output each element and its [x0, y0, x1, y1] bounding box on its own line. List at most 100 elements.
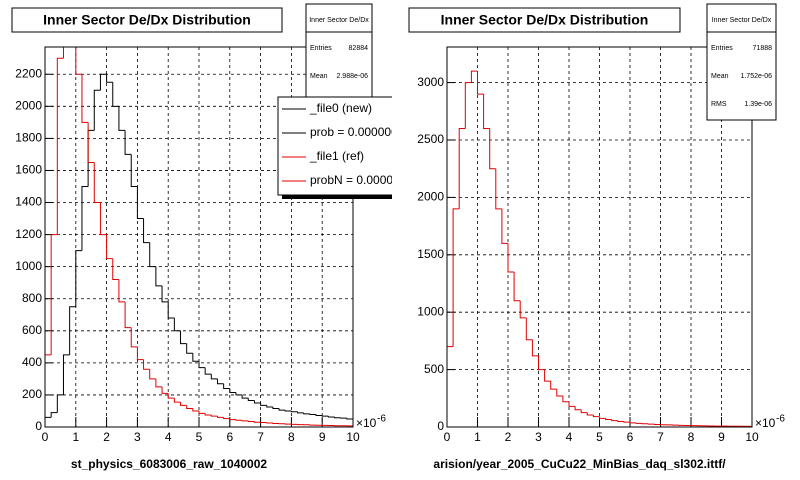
histogram-bin — [513, 272, 521, 302]
histogram-bin — [568, 401, 576, 407]
histogram-bin — [278, 408, 286, 411]
histogram-bin — [611, 419, 618, 422]
histogram-bin — [93, 89, 101, 131]
y-tick-label: 200 — [22, 387, 42, 401]
plot-frame — [446, 46, 753, 428]
histogram-bin — [327, 416, 335, 418]
legend-label: prob = 0.000000 — [310, 125, 398, 139]
y-tick-label: 2500 — [417, 132, 444, 146]
histogram-bin — [574, 406, 582, 411]
histogram-bin — [297, 411, 304, 414]
histogram-bin — [130, 327, 138, 348]
y-tick-label: 1400 — [15, 195, 42, 209]
plot-frame — [44, 46, 354, 428]
histogram-bin — [470, 70, 478, 83]
histogram-bin — [210, 374, 218, 380]
x-tick-label: 5 — [596, 430, 603, 444]
histogram-bin — [62, 354, 70, 395]
y-tick-label: 0 — [437, 419, 444, 433]
histogram-bin — [544, 369, 551, 382]
histogram-bin — [550, 381, 557, 390]
histogram-bin — [447, 346, 454, 427]
x-tick-label: 6 — [226, 430, 233, 444]
histogram-bin — [483, 94, 490, 130]
histogram-bin — [167, 393, 175, 399]
histogram-bin — [173, 317, 181, 332]
histogram-bin — [143, 218, 150, 244]
histogram-bin — [235, 419, 243, 421]
legend-box — [277, 96, 392, 196]
histogram-bin — [580, 409, 588, 414]
histogram-bin — [204, 367, 212, 375]
title-box — [408, 7, 681, 33]
histogram-bin — [489, 128, 496, 170]
x-axis-label: st_physics_6083006_raw_1040002 — [71, 457, 267, 471]
histogram-bin — [623, 421, 630, 423]
histogram-bin — [556, 389, 563, 397]
histogram-bin — [124, 130, 132, 155]
x-axis-label: arision/year_2005_CuCu22_MinBias_daq_sl3… — [433, 457, 726, 471]
x-tick-label: 3 — [535, 430, 542, 444]
histogram-bin — [124, 301, 132, 329]
y-tick-label: 2000 — [417, 190, 444, 204]
histogram-bin — [562, 396, 569, 403]
histogram-bin — [186, 405, 193, 410]
histogram-bin — [198, 410, 206, 414]
histogram-bin — [284, 410, 292, 412]
histogram-bin — [186, 343, 193, 354]
x-tick-label: 10 — [346, 430, 360, 444]
y-tick-label: 2000 — [15, 98, 42, 112]
y-tick-label: 600 — [22, 323, 42, 337]
histogram-bin — [45, 354, 52, 427]
histogram-bin — [180, 330, 187, 345]
y-tick-label: 1600 — [15, 163, 42, 177]
histogram-bin — [223, 417, 230, 420]
x-tick-label: 4 — [165, 430, 172, 444]
histogram-bin — [192, 353, 199, 362]
y-tick-label: 500 — [424, 362, 444, 376]
histogram-bin — [605, 418, 612, 421]
histogram-bin — [75, 47, 82, 75]
stats-value: 2.988e-06 — [336, 73, 368, 80]
histogram-bin — [303, 412, 310, 415]
histogram-bin — [586, 412, 594, 416]
stats-key: Mean — [310, 73, 328, 80]
histogram-bin — [458, 128, 466, 209]
stats-key: Entries — [711, 45, 733, 52]
histogram-bin — [81, 74, 89, 123]
plot — [45, 47, 353, 427]
histogram-bin — [130, 154, 138, 187]
histogram-bin — [617, 420, 624, 422]
y-tick-label: 2200 — [15, 66, 42, 80]
histogram-bin — [210, 414, 218, 417]
x-tick-label: 2 — [103, 430, 110, 444]
histogram-bin — [253, 421, 261, 423]
histogram-bin — [173, 398, 181, 403]
pad: 0 200 400 600 800 1000 1200 1400 1600 1800 2000 220… — [11, 3, 398, 471]
histogram-bin — [161, 386, 169, 394]
y-tick-label: 1200 — [15, 227, 42, 241]
x-tick-label: 1 — [72, 430, 79, 444]
histogram-bin — [149, 242, 156, 268]
chart-title: Inner Sector De/Dx Distribution — [441, 12, 649, 28]
histogram-bin — [81, 185, 89, 251]
histogram-bin — [592, 414, 600, 418]
histogram-bin — [501, 208, 508, 244]
histogram-bin — [99, 73, 107, 91]
histogram-bin — [290, 410, 298, 413]
histogram-bin — [599, 416, 606, 419]
histogram-bin — [223, 383, 230, 390]
histogram-bin — [495, 168, 502, 210]
histogram-bin — [452, 208, 460, 347]
histogram-bin — [155, 378, 163, 388]
y-tick-label: 800 — [22, 291, 42, 305]
histogram-bin — [321, 415, 329, 417]
histogram-bin — [507, 243, 515, 273]
histogram-bin — [112, 258, 119, 280]
x-exponent: -6 — [377, 414, 386, 425]
x-tick-label: 1 — [474, 430, 481, 444]
histogram-bin — [266, 405, 273, 408]
histogram-bin — [229, 418, 236, 421]
histogram-bin — [112, 82, 119, 107]
